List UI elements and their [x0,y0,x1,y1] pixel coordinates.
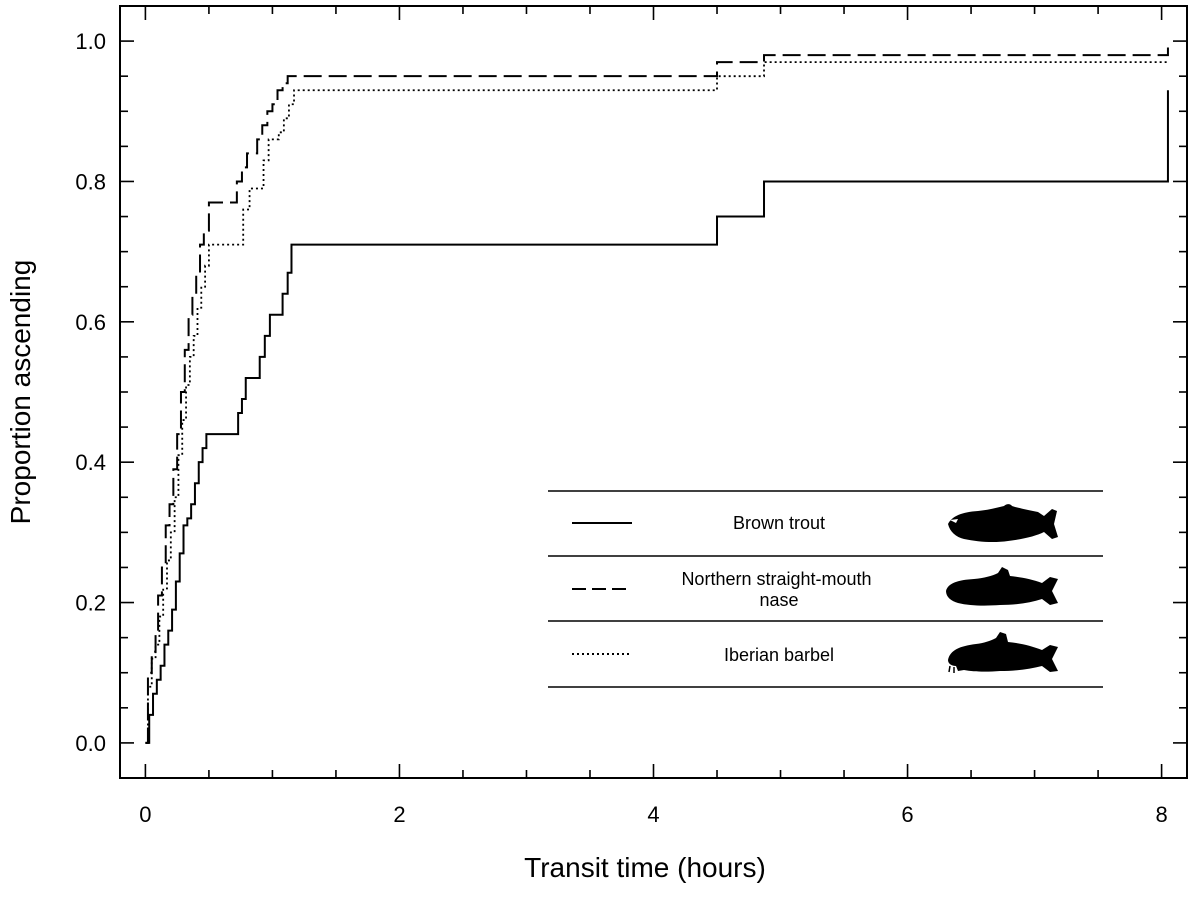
series-line-brown-trout [145,90,1169,744]
legend-label-nase: Northern straight-mouth nase [681,569,876,610]
x-axis-title: Transit time (hours) [524,852,766,883]
y-tick-label: 0.2 [75,591,106,616]
series-layer [145,41,1169,744]
y-axis-ticks: 0.0 0.2 0.4 0.6 0.8 1.0 [75,29,1187,756]
y-tick-label: 0.6 [75,310,106,335]
legend-label-nase-line2: nase [759,590,798,610]
y-axis-title: Proportion ascending [5,260,36,525]
y-tick-label: 0.4 [75,450,106,475]
x-tick-label: 4 [647,802,659,827]
x-tick-label: 8 [1155,802,1167,827]
series-line-iberian-barbel [145,61,1168,744]
series-line-nase [145,41,1169,744]
iberian-barbel-fish-icon [948,632,1058,673]
y-tick-label: 1.0 [75,29,106,54]
x-axis-ticks: 0 2 4 6 8 [139,6,1168,827]
legend-label-iberian-barbel: Iberian barbel [724,645,834,665]
y-tick-label: 0.8 [75,169,106,194]
legend-label-nase-line1: Northern straight-mouth [681,569,871,589]
legend-label-brown-trout: Brown trout [733,513,825,533]
y-tick-label: 0.0 [75,731,106,756]
nase-fish-icon [946,567,1058,606]
brown-trout-fish-icon [948,504,1058,543]
legend: Brown trout Northern straight-mouth nase… [548,490,1103,688]
x-tick-label: 0 [139,802,151,827]
x-tick-label: 6 [901,802,913,827]
x-tick-label: 2 [393,802,405,827]
